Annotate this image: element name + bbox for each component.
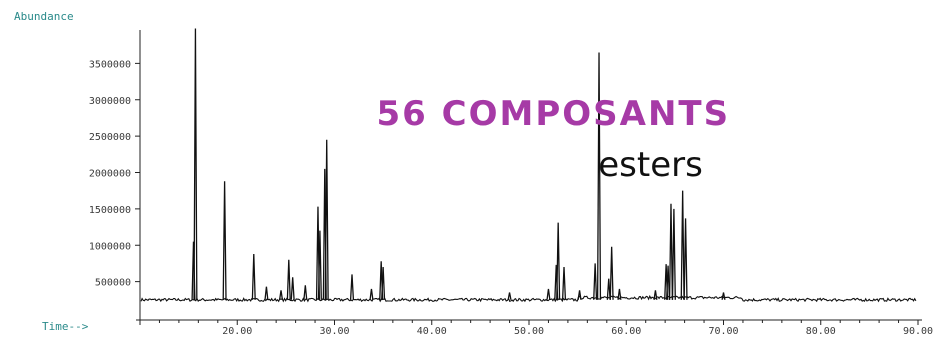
x-tick-label: 70.00 <box>708 326 738 337</box>
chromatogram-peak <box>286 259 291 300</box>
x-tick-label: 40.00 <box>417 326 447 337</box>
x-tick-label: 20.00 <box>222 326 252 337</box>
chromatogram-peak <box>222 181 227 300</box>
chromatogram-peak <box>290 277 295 300</box>
chromatogram-peak <box>683 218 688 300</box>
annotations: 56 COMPOSANTS esters <box>377 94 731 185</box>
y-tick-label: 1000000 <box>89 241 131 252</box>
chromatogram-peak <box>671 208 676 300</box>
y-tick-label: 2500000 <box>89 132 131 143</box>
chromatogram-peak <box>303 285 308 300</box>
y-tick-label: 3000000 <box>89 96 131 107</box>
y-tick-label: 3500000 <box>89 59 131 70</box>
y-tick-label: 500000 <box>95 278 131 289</box>
chromatogram-peak <box>349 274 355 300</box>
chromatogram-peak <box>596 52 602 300</box>
chromatogram-peak <box>369 288 374 300</box>
trace-layer <box>140 28 917 303</box>
chromatogram-peak <box>546 288 551 300</box>
x-tick-label: 50.00 <box>514 326 544 337</box>
baseline-trace <box>140 294 917 303</box>
chromatogram-peak <box>317 230 322 300</box>
x-axis-label: Time--> <box>42 320 89 333</box>
chromatogram-peak <box>561 267 567 300</box>
chromatogram-peak <box>577 290 582 300</box>
chromatogram-peak <box>556 222 561 300</box>
annotation-compound-count: 56 COMPOSANTS <box>377 94 731 134</box>
chromatogram-peak <box>617 288 622 300</box>
chromatogram-peak <box>668 203 674 300</box>
x-tick-label: 60.00 <box>611 326 641 337</box>
chromatogram-peak <box>193 28 198 300</box>
chromatogram-peak <box>278 290 284 300</box>
axes: 500000 1000000 1500000 2000000 2500000 300000… <box>89 30 933 337</box>
chromatogram-peak <box>324 139 329 300</box>
chromatogram-peak <box>721 292 726 300</box>
x-tick-label: 90.00 <box>903 326 933 337</box>
chromatogram-peak <box>381 267 386 300</box>
chromatogram-peak <box>507 292 512 300</box>
chromatogram-peak <box>609 246 614 300</box>
chromatogram-peak <box>264 286 269 300</box>
annotation-esters: esters <box>598 145 703 185</box>
x-tick-label: 30.00 <box>319 326 349 337</box>
x-tick-label: 80.00 <box>806 326 836 337</box>
chromatogram-peak <box>251 253 256 300</box>
y-axis-label: Abundance <box>14 10 74 23</box>
chromatogram-peak <box>593 263 598 300</box>
chromatogram-peak <box>653 290 658 300</box>
chromatogram-peak <box>666 265 671 300</box>
chromatogram-peak <box>606 278 611 300</box>
y-tick-label: 1500000 <box>89 205 131 216</box>
y-tick-label: 2000000 <box>89 169 131 180</box>
chromatogram-peak <box>680 190 685 300</box>
